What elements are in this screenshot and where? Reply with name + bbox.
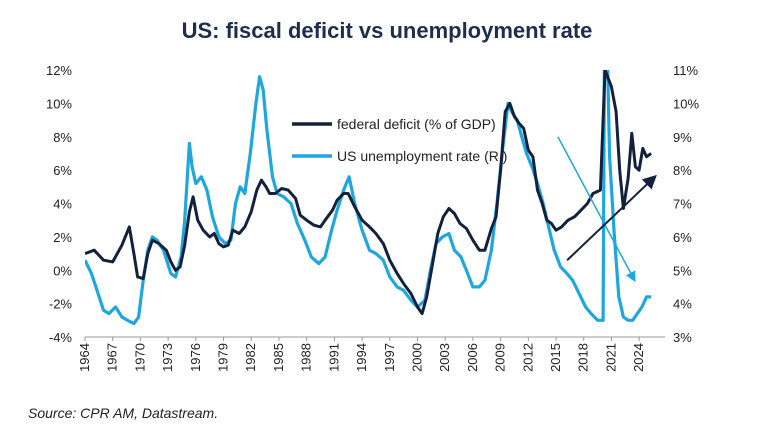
x-tick-label: 1970 (132, 343, 147, 372)
y-left-tick-label: -2% (49, 297, 73, 312)
x-tick-label: 1982 (243, 343, 258, 372)
y-left-tick-label: 0% (53, 263, 72, 278)
x-tick-labels: 1964 1967 1970 1973 1976 1979 1982 1985 1988 1991… (77, 337, 646, 372)
y-left-tick-label: 12% (46, 63, 72, 78)
y-left-tick-label: 8% (53, 130, 72, 145)
y-right-tick-label: 8% (673, 163, 692, 178)
y-right-tick-label: 4% (673, 297, 692, 312)
plot-area (85, 70, 652, 326)
source-note: Source: CPR AM, Datastream. (28, 405, 218, 421)
y-left-tick-label: 4% (53, 197, 72, 212)
x-tick-label: 1979 (216, 343, 231, 372)
x-tick-label: 2024 (631, 343, 646, 372)
x-tick-label: 2018 (576, 343, 591, 372)
y-left-tick-label: 10% (46, 96, 72, 111)
x-tick-label: 1973 (160, 343, 175, 372)
y-right-tick-label: 9% (673, 130, 692, 145)
legend-label-deficit: federal deficit (% of GDP) (337, 116, 496, 132)
y-right-tick-label: 3% (673, 330, 692, 345)
x-tick-label: 1985 (271, 343, 286, 372)
y-left-tick-label: 2% (53, 230, 72, 245)
y-right-tick-label: 11% (673, 63, 698, 78)
x-tick-label: 1976 (188, 343, 203, 372)
y-right-tick-label: 10% (673, 96, 699, 111)
y-right-tick-label: 5% (673, 263, 692, 278)
x-tick-label: 2000 (409, 343, 424, 372)
x-tick-label: 2021 (603, 343, 618, 372)
y-left-tick-labels: 12% 10% 8% 6% 4% 2% 0% -2% -4% (46, 63, 72, 345)
series-line-federal-deficit (85, 70, 652, 316)
x-tick-label: 1988 (299, 343, 314, 372)
chart-title: US: fiscal deficit vs unemployment rate (182, 18, 593, 43)
y-right-tick-label: 7% (673, 197, 692, 212)
y-right-tick-label: 6% (673, 230, 692, 245)
y-left-tick-label: 6% (53, 163, 72, 178)
unemployment-downtrend-arrow (557, 136, 636, 283)
x-tick-label: 2015 (548, 343, 563, 372)
legend-label-unemployment: US unemployment rate (R.) (337, 148, 507, 164)
legend: federal deficit (% of GDP) US unemployme… (292, 116, 507, 164)
y-left-tick-label: -4% (49, 330, 73, 345)
x-tick-label: 2012 (520, 343, 535, 372)
x-tick-label: 2009 (493, 343, 508, 372)
x-tick-label: 1964 (77, 343, 92, 372)
deficit-uptrend-arrow (566, 174, 657, 261)
x-tick-label: 1991 (326, 343, 341, 372)
y-right-tick-labels: 11% 10% 9% 8% 7% 6% 5% 4% 3% (673, 63, 699, 345)
x-tick-label: 1994 (354, 343, 369, 372)
x-tick-label: 2003 (437, 343, 452, 372)
trend-arrows (557, 136, 657, 283)
x-tick-label: 2006 (465, 343, 480, 372)
x-tick-label: 1997 (382, 343, 397, 372)
x-tick-label: 1967 (105, 343, 120, 372)
